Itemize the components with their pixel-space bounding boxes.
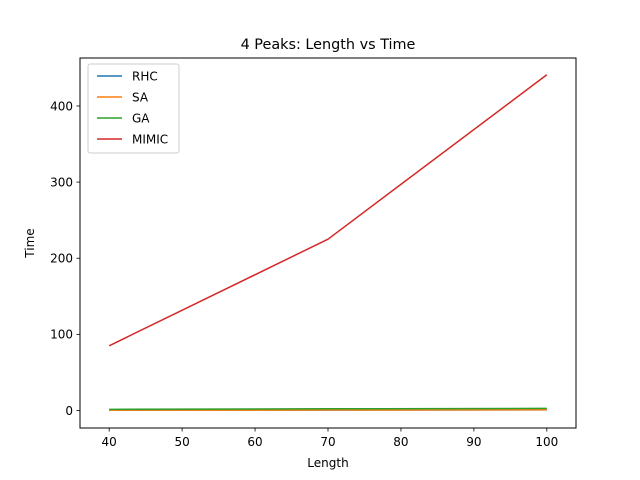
legend-label-mimic: MIMIC — [132, 132, 168, 146]
x-axis-ticks: 40 50 60 70 80 90 100 — [102, 428, 558, 449]
y-tick-label: 300 — [50, 175, 73, 189]
y-tick-label: 100 — [50, 328, 73, 342]
x-tick-label: 60 — [247, 435, 262, 449]
x-tick-label: 100 — [535, 435, 558, 449]
y-axis-ticks: 0 100 200 300 400 — [50, 99, 80, 418]
y-tick-label: 200 — [50, 252, 73, 266]
chart-title: 4 Peaks: Length vs Time — [241, 37, 416, 53]
y-axis-label: Time — [23, 228, 37, 258]
y-tick-label: 400 — [50, 99, 73, 113]
x-axis-label: Length — [307, 456, 348, 470]
legend-label-sa: SA — [132, 90, 149, 104]
plot-lines — [108, 74, 548, 412]
legend-label-ga: GA — [132, 111, 150, 125]
x-tick-label: 90 — [466, 435, 481, 449]
x-tick-label: 50 — [174, 435, 189, 449]
y-tick-label: 0 — [65, 404, 73, 418]
legend: RHC SA GA MIMIC — [87, 63, 180, 154]
series-line-mimic — [108, 74, 548, 347]
x-tick-label: 80 — [393, 435, 408, 449]
legend-box — [87, 63, 180, 154]
series-line-ga — [109, 407, 547, 411]
legend-label-rhc: RHC — [132, 69, 158, 83]
x-tick-label: 70 — [320, 435, 335, 449]
x-tick-label: 40 — [102, 435, 117, 449]
